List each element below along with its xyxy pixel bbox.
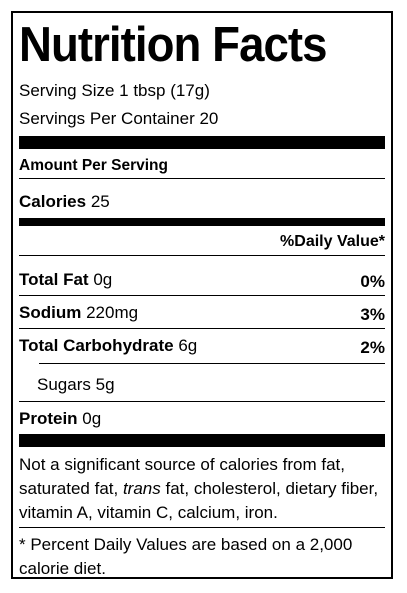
serving-size: Serving Size 1 tbsp (17g) [19,81,210,100]
servings-per-container: Servings Per Container 20 [19,109,219,128]
sugars-amount: 5g [95,375,115,394]
protein-row: Protein 0g [19,409,101,429]
divider [19,178,385,179]
nutrition-facts-label: Nutrition Facts Serving Size 1 tbsp (17g… [11,11,393,579]
total-carbohydrate-row: Total Carbohydrate 6g [19,336,197,356]
footnote-text: Not a significant source of calories fro… [19,455,345,498]
footnote-italic-text: trans [122,479,161,498]
calories-row: Calories 25 [19,192,110,212]
divider [19,401,385,402]
thick-divider [19,434,385,447]
label-title: Nutrition Facts [19,18,328,72]
total-fat-label: Total Fat [19,270,89,289]
calories-value: 25 [90,192,110,211]
divider [19,295,385,296]
total-carbohydrate-label: Total Carbohydrate [19,336,174,355]
total-fat-amount: 0g [93,270,113,289]
daily-value-header: %Daily Value* [280,233,385,250]
amount-per-serving: Amount Per Serving [19,157,168,174]
sodium-dv: 3% [360,305,385,324]
total-fat-dv: 0% [360,272,385,291]
footnote-daily-values: * Percent Daily Values are based on a 2,… [19,535,353,578]
total-fat-row: Total Fat 0g [19,270,112,290]
divider [19,328,385,329]
total-carbohydrate-dv: 2% [360,338,385,357]
sugars-label: Sugars [37,375,91,394]
footnote-not-significant: Not a significant source of calories fro… [19,453,385,525]
sugars-row: Sugars 5g [37,375,115,395]
sodium-row: Sodium 220mg [19,303,138,323]
divider [19,255,385,256]
medium-divider [19,218,385,226]
total-carbohydrate-amount: 6g [178,336,198,355]
divider [19,527,385,528]
protein-label: Protein [19,409,78,428]
thick-divider [19,136,385,149]
calories-label: Calories [19,192,87,211]
footnote-text: fat, cholesterol, dietary fiber, vitamin… [19,479,379,522]
sodium-amount: 220mg [86,303,139,322]
indented-divider [39,363,385,364]
sodium-label: Sodium [19,303,82,322]
protein-amount: 0g [82,409,102,428]
